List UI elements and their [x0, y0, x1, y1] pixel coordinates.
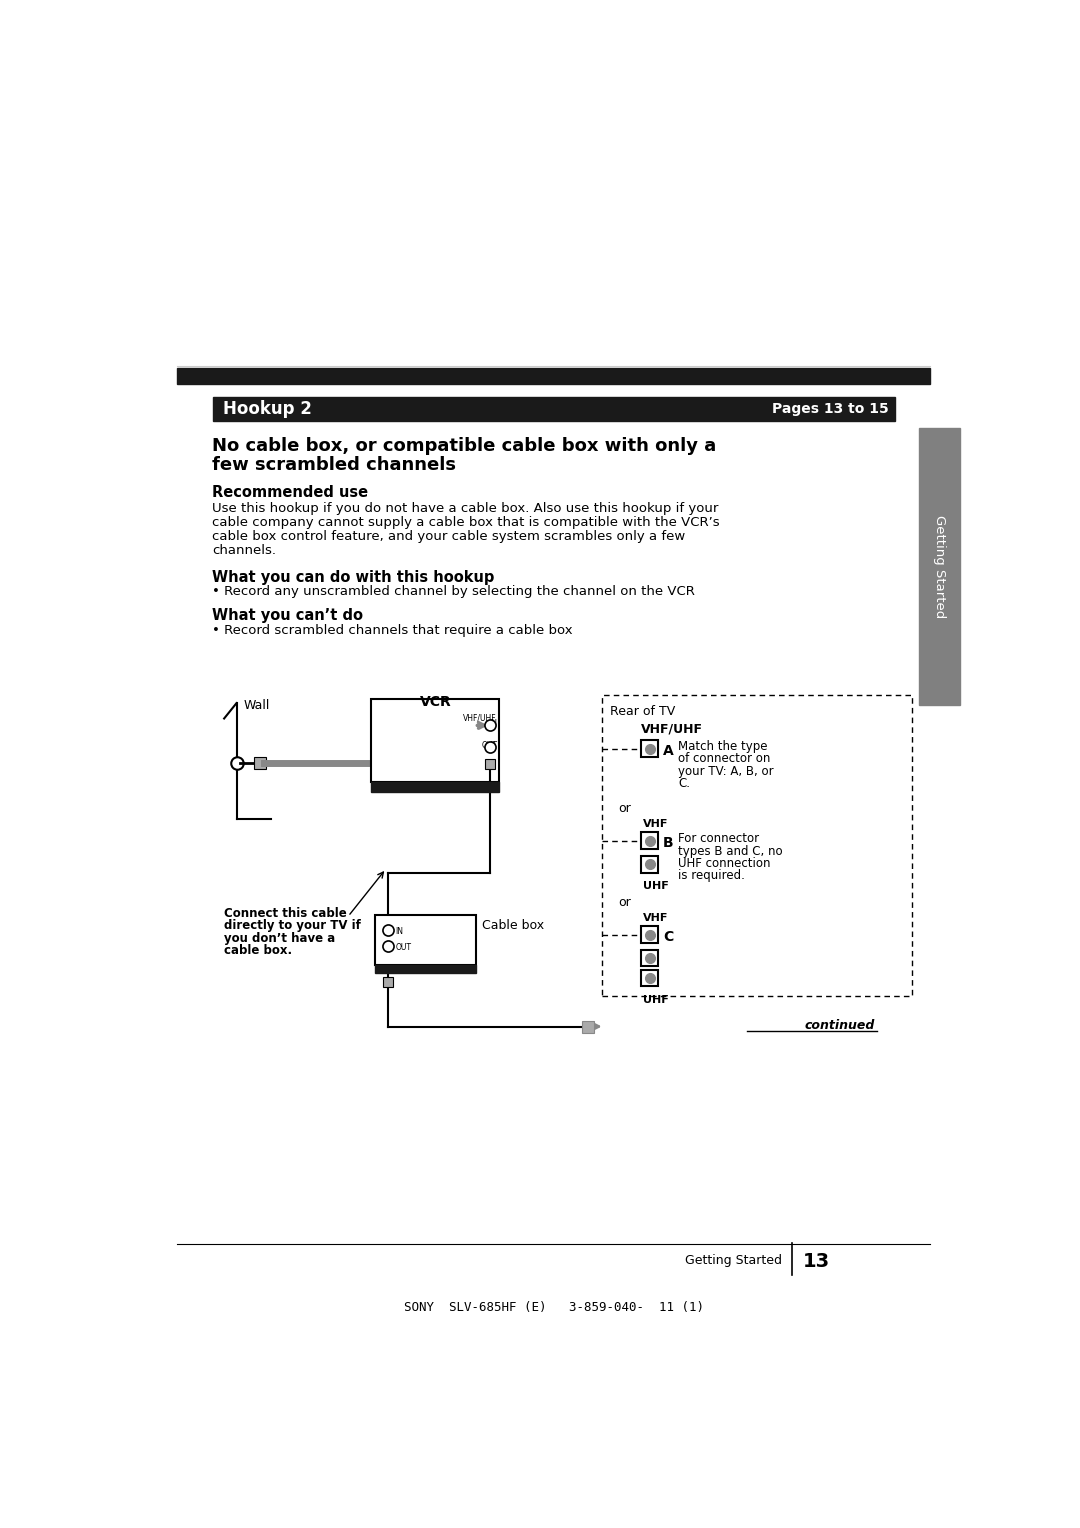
Text: is required.: is required. — [678, 869, 745, 883]
Text: What you can’t do: What you can’t do — [213, 608, 364, 623]
Text: channels.: channels. — [213, 544, 276, 556]
Bar — [213, 397, 894, 420]
Text: you don’t have a: you don’t have a — [225, 932, 336, 944]
Text: C: C — [663, 931, 673, 944]
Bar — [372, 700, 499, 782]
Text: 13: 13 — [804, 1251, 831, 1271]
Text: For connector: For connector — [678, 833, 759, 845]
Text: your TV: A, B, or: your TV: A, B, or — [678, 764, 774, 778]
Text: UHF: UHF — [643, 995, 669, 1005]
Text: B: B — [663, 836, 674, 850]
Text: No cable box, or compatible cable box with only a: No cable box, or compatible cable box wi… — [213, 437, 717, 455]
Text: or: or — [618, 895, 631, 909]
Bar — [375, 915, 476, 964]
Text: Connect this cable: Connect this cable — [225, 908, 347, 920]
Text: VHF/UHF: VHF/UHF — [642, 723, 703, 735]
Bar — [642, 740, 658, 756]
Text: Hookup 2: Hookup 2 — [224, 400, 312, 419]
Text: of connector on: of connector on — [678, 752, 771, 766]
Text: IN: IN — [489, 720, 498, 729]
Text: directly to your TV if: directly to your TV if — [225, 920, 361, 932]
Text: OUT: OUT — [395, 943, 411, 952]
Bar — [642, 856, 658, 872]
Text: • Record any unscrambled channel by selecting the channel on the VCR: • Record any unscrambled channel by sele… — [213, 585, 696, 599]
Text: VHF: VHF — [643, 912, 669, 923]
Text: UHF: UHF — [643, 882, 669, 891]
Text: continued: continued — [805, 1019, 875, 1031]
Text: VHF/UHF: VHF/UHF — [462, 714, 496, 723]
Bar — [375, 964, 476, 973]
Text: Wall: Wall — [243, 700, 270, 712]
Text: Rear of TV: Rear of TV — [610, 704, 675, 718]
Bar — [642, 833, 658, 850]
Text: Getting Started: Getting Started — [685, 1253, 782, 1267]
Text: VHF: VHF — [643, 819, 669, 828]
Text: Match the type: Match the type — [678, 740, 768, 753]
Text: few scrambled channels: few scrambled channels — [213, 455, 457, 474]
Text: • Record scrambled channels that require a cable box: • Record scrambled channels that require… — [213, 623, 573, 637]
Text: Getting Started: Getting Started — [933, 515, 946, 619]
Bar — [642, 949, 658, 966]
Text: types B and C, no: types B and C, no — [678, 845, 783, 857]
Text: What you can do with this hookup: What you can do with this hookup — [213, 570, 495, 585]
Bar — [177, 368, 930, 384]
Text: or: or — [618, 802, 631, 814]
Text: A: A — [663, 744, 674, 758]
Text: cable box control feature, and your cable system scrambles only a few: cable box control feature, and your cabl… — [213, 530, 686, 542]
Text: Pages 13 to 15: Pages 13 to 15 — [771, 402, 889, 416]
Text: Recommended use: Recommended use — [213, 486, 368, 500]
Text: OUT: OUT — [482, 741, 498, 750]
Text: IN: IN — [395, 927, 404, 937]
Bar — [603, 695, 913, 996]
Text: UHF connection: UHF connection — [678, 857, 771, 869]
Text: Use this hookup if you do not have a cable box. Also use this hookup if your: Use this hookup if you do not have a cab… — [213, 503, 719, 515]
Text: SONY  SLV-685HF (E)   3-859-040-  11 (1): SONY SLV-685HF (E) 3-859-040- 11 (1) — [404, 1302, 703, 1314]
Text: VCR: VCR — [419, 695, 451, 709]
Text: Cable box: Cable box — [482, 918, 544, 932]
Bar — [919, 428, 960, 706]
Text: C.: C. — [678, 778, 690, 790]
Bar — [372, 782, 499, 792]
Bar — [642, 926, 658, 943]
Text: cable box.: cable box. — [225, 944, 293, 957]
Bar — [642, 970, 658, 987]
Text: cable company cannot supply a cable box that is compatible with the VCR’s: cable company cannot supply a cable box … — [213, 516, 720, 529]
